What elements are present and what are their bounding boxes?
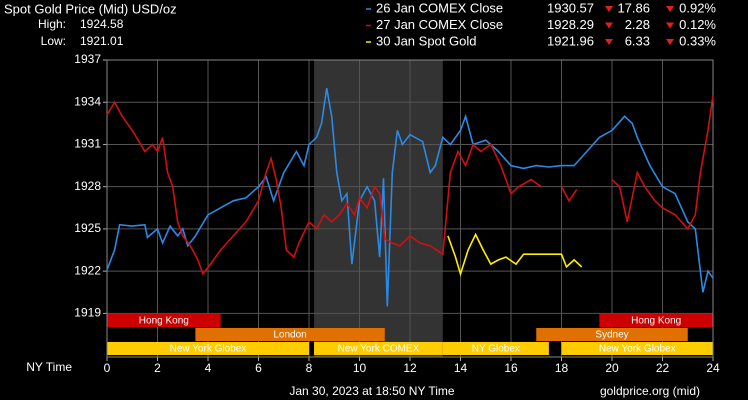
y-tick-label: 1928: [74, 179, 101, 193]
y-tick-label: 1919: [74, 306, 101, 320]
stat-value: 1924.58: [80, 17, 124, 31]
x-tick-label: 6: [255, 361, 262, 375]
down-triangle: [666, 22, 674, 29]
session-label: Sydney: [595, 330, 628, 341]
down-triangle: [605, 22, 613, 29]
x-tick-label: 10: [353, 361, 367, 375]
y-tick-label: 1922: [74, 263, 101, 277]
y-tick-label: 1934: [74, 94, 101, 108]
session-label: NY Globex: [472, 344, 520, 355]
legend-change-pct: 0.33%: [679, 33, 716, 48]
session-bar: [561, 342, 713, 355]
down-triangle: [666, 6, 674, 12]
legend-label: 30 Jan Spot Gold: [376, 33, 476, 48]
chart-title: Spot Gold Price (Mid) USD/oz: [4, 1, 177, 16]
legend-change-pct: 0.92%: [679, 0, 716, 15]
x-tick-label: 14: [454, 361, 468, 375]
x-tick-label: 24: [706, 361, 720, 375]
source: goldprice.org (mid): [600, 384, 700, 398]
legend-change: 17.86: [617, 0, 650, 15]
x-tick-label: 18: [555, 361, 569, 375]
session-bar: [107, 314, 221, 327]
session-bar: [536, 328, 688, 341]
price-line: [447, 232, 583, 277]
stat-value: 1921.01: [80, 34, 124, 48]
legend-last: 1921.96: [547, 33, 594, 48]
session-label: New York COMEX: [338, 344, 420, 355]
x-tick-label: 22: [656, 361, 670, 375]
legend-label: 26 Jan COMEX Close: [376, 0, 503, 15]
legend-last: 1930.57: [547, 0, 594, 15]
legend-change: 2.28: [625, 17, 650, 32]
footer: Jan 30, 2023 at 18:50 NY Time: [289, 384, 455, 398]
plot-border: [106, 59, 714, 358]
down-triangle: [605, 6, 613, 12]
legend-last: 1928.29: [547, 17, 594, 32]
stat-label: High:: [38, 17, 66, 31]
legend-label: 27 Jan COMEX Close: [376, 17, 503, 32]
x-tick-label: 20: [605, 361, 619, 375]
legend-change: 6.33: [625, 33, 650, 48]
shaded-region: [314, 60, 443, 357]
x-tick-label: 16: [504, 361, 518, 375]
x-axis-label: NY Time: [26, 360, 72, 374]
session-bar: [195, 328, 385, 341]
y-tick-label: 1931: [74, 137, 101, 151]
x-tick-label: 12: [403, 361, 417, 375]
session-label: London: [273, 330, 306, 341]
price-line: [106, 95, 714, 276]
session-bar: [314, 342, 443, 355]
session-bar: [442, 342, 549, 355]
session-label: New York Globex: [599, 344, 676, 355]
stat-label: Low:: [41, 34, 66, 48]
session-bar: [599, 314, 713, 327]
x-tick-label: 0: [104, 361, 111, 375]
session-label: New York Globex: [170, 344, 247, 355]
x-tick-label: 8: [306, 361, 313, 375]
down-triangle: [605, 39, 613, 45]
y-tick-label: 1925: [74, 221, 101, 235]
y-tick-label: 1937: [74, 52, 101, 66]
session-label: Hong Kong: [631, 316, 681, 327]
session-label: Hong Kong: [139, 316, 189, 327]
session-bar: [107, 342, 309, 355]
price-line: [106, 88, 714, 307]
legend-change-pct: 0.12%: [679, 17, 716, 32]
x-tick-label: 4: [205, 361, 212, 375]
down-triangle: [666, 39, 674, 45]
x-tick-label: 2: [154, 361, 161, 375]
